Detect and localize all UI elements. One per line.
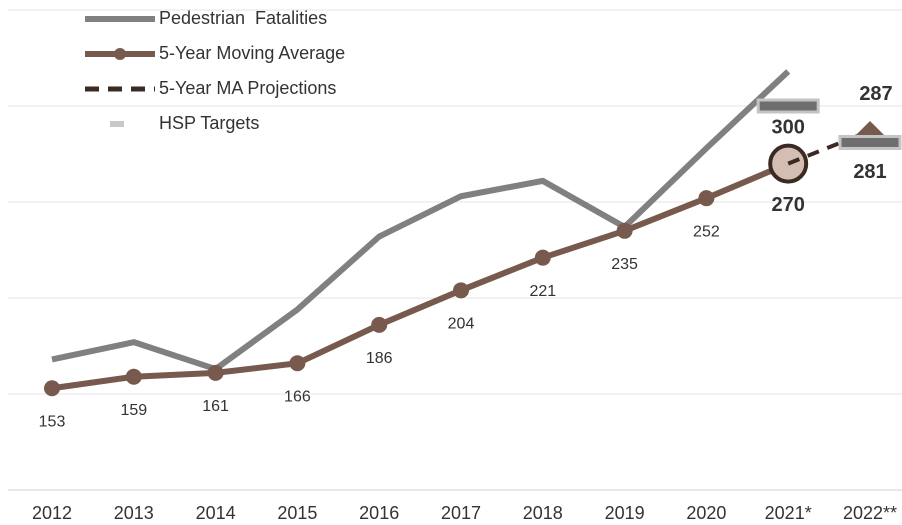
legend-label: Pedestrian Fatalities	[159, 8, 327, 28]
marker	[125, 368, 142, 385]
x-tick-label: 2020	[686, 503, 726, 523]
target-label: 300	[772, 116, 805, 138]
marker	[207, 364, 224, 381]
marker	[453, 282, 469, 299]
x-tick-label: 2014	[196, 503, 236, 523]
value-label: 252	[693, 223, 720, 240]
projection-label: 287	[859, 83, 892, 105]
value-label: 153	[39, 413, 66, 430]
x-tick-label: 2021*	[765, 503, 812, 523]
legend-label: 5-Year Moving Average	[159, 43, 345, 63]
target-bar	[838, 134, 902, 150]
value-label: 166	[284, 388, 311, 405]
marker	[44, 380, 60, 397]
marker	[371, 316, 388, 333]
value-label: 159	[120, 402, 147, 419]
value-label: 186	[366, 350, 393, 367]
legend-label: 5-Year MA Projections	[159, 78, 336, 98]
legend-label: HSP Targets	[159, 113, 259, 133]
x-tick-label: 2012	[32, 503, 72, 523]
value-label: 204	[448, 316, 475, 333]
x-tick-label: 2017	[441, 503, 481, 523]
marker	[698, 190, 715, 207]
marker	[534, 249, 551, 266]
target-bar	[756, 98, 820, 114]
x-tick-label: 2019	[605, 503, 645, 523]
value-label: 221	[529, 283, 556, 300]
marker	[289, 355, 306, 372]
value-label: 270	[772, 194, 805, 216]
x-tick-label: 2016	[359, 503, 399, 523]
projection-marker	[852, 120, 888, 139]
value-label: 235	[611, 256, 638, 273]
target-label: 281	[853, 161, 886, 183]
series-line	[51, 69, 791, 373]
x-tick-label: 2018	[523, 503, 563, 523]
x-tick-label: 2022**	[843, 503, 897, 523]
x-tick-label: 2015	[277, 503, 317, 523]
marker	[616, 222, 633, 239]
x-tick-label: 2013	[114, 503, 154, 523]
series-line	[51, 160, 790, 392]
value-label: 161	[202, 398, 229, 415]
legend-marker	[114, 48, 126, 60]
